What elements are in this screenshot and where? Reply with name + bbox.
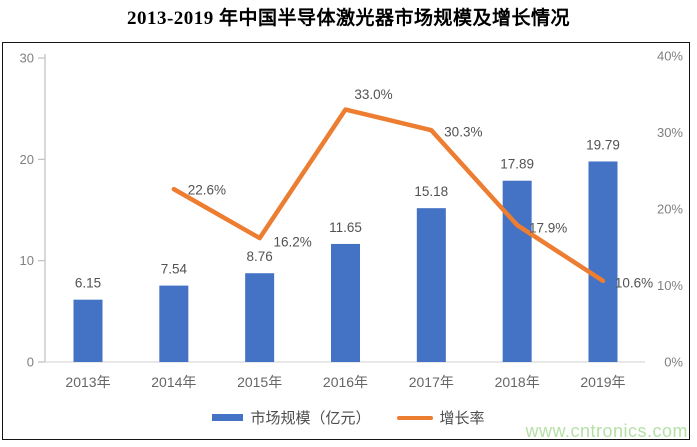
bar-2013年 <box>73 299 103 362</box>
bar-data-label: 19.79 <box>586 137 620 152</box>
bar-data-label: 8.76 <box>247 249 273 264</box>
line-data-label: 10.6% <box>615 275 653 290</box>
legend-label-growth-rate: 增长率 <box>439 410 485 427</box>
left-axis-tick-label: 30 <box>20 51 34 66</box>
bar-2016年 <box>330 243 360 362</box>
bar-data-label: 15.18 <box>414 184 448 199</box>
legend-item-growth-rate: 增长率 <box>396 407 485 428</box>
right-axis-tick-label: 10% <box>657 278 683 293</box>
bar-2014年 <box>159 285 189 362</box>
x-axis-category-label: 2015年 <box>237 374 282 390</box>
growth-rate-line <box>171 107 606 284</box>
bar-2015年 <box>245 273 275 362</box>
x-axis-category-label: 2013年 <box>65 374 110 390</box>
line-series-swatch-icon <box>396 415 433 420</box>
watermark: www.cntronics.com <box>525 421 688 441</box>
line-data-label: 30.3% <box>444 125 482 140</box>
bar-data-label: 6.15 <box>75 276 101 291</box>
line-data-label: 22.6% <box>188 183 226 198</box>
right-axis-tick-label: 40% <box>657 49 683 64</box>
left-axis-tick-label: 10 <box>20 253 34 268</box>
left-axis-tick-label: 0 <box>27 355 34 370</box>
bar-2019年 <box>588 161 618 362</box>
chart-frame <box>2 42 690 440</box>
bar-data-label: 17.89 <box>500 157 534 172</box>
bar-data-label: 11.65 <box>329 220 362 235</box>
x-axis-category-label: 2016年 <box>323 374 368 390</box>
bar-2018年 <box>502 180 532 362</box>
x-axis-category-label: 2019年 <box>580 374 625 390</box>
right-axis-tick-label: 30% <box>657 125 683 140</box>
line-data-label: 17.9% <box>529 221 567 236</box>
left-axis-tick-label: 20 <box>20 152 34 167</box>
x-axis-category-label: 2017年 <box>409 374 454 390</box>
line-data-label: 16.2% <box>274 235 312 250</box>
right-axis-tick-label: 0% <box>664 355 683 370</box>
bar-2017年 <box>416 208 446 362</box>
chart-legend: 市场规模（亿元） 增长率 <box>0 407 697 428</box>
chart-title: 2013-2019 年中国半导体激光器市场规模及增长情况 <box>126 8 571 29</box>
bar-series-swatch-icon <box>212 414 244 421</box>
right-axis-tick-label: 20% <box>657 202 683 217</box>
legend-item-market-size: 市场规模（亿元） <box>212 407 371 428</box>
x-axis-category-label: 2018年 <box>495 374 540 390</box>
bar-data-label: 7.54 <box>161 262 188 277</box>
legend-label-market-size: 市场规模（亿元） <box>250 410 371 427</box>
line-data-label: 33.0% <box>354 87 392 102</box>
x-axis-category-label: 2014年 <box>151 374 196 390</box>
